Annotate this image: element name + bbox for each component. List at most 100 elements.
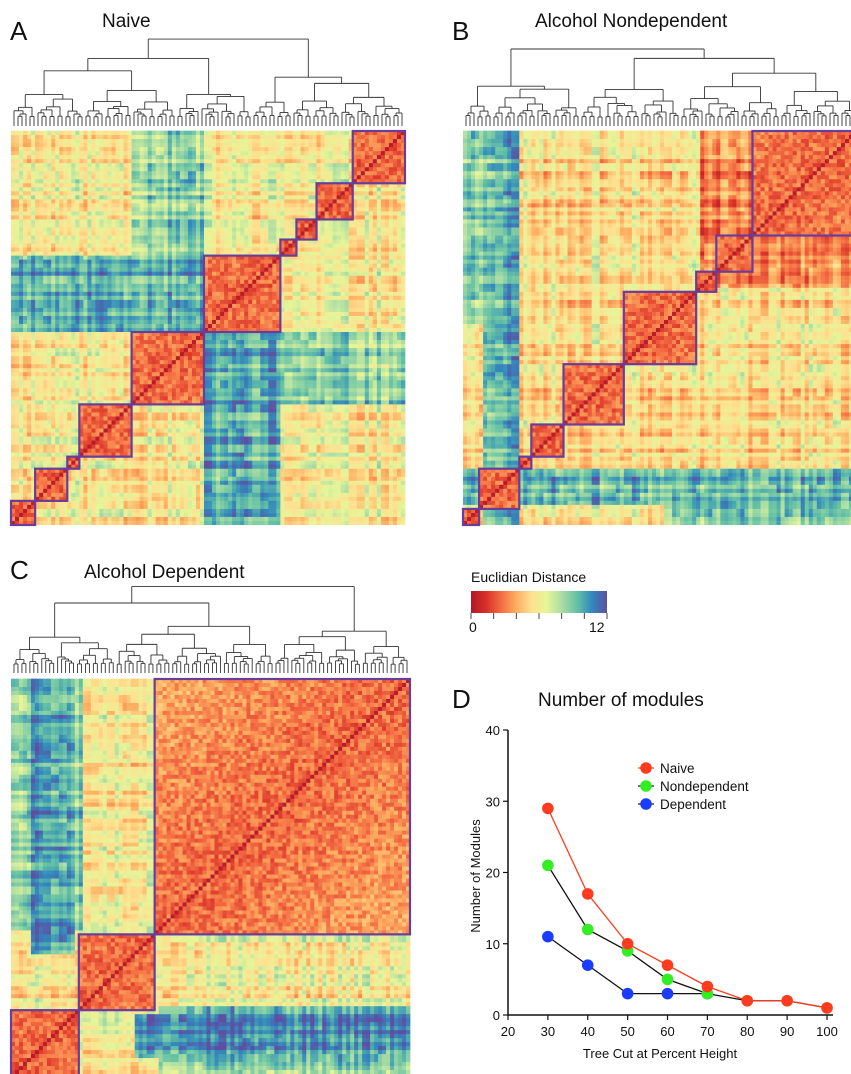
- heatmap-cell: [244, 488, 248, 492]
- heatmap-cell: [47, 484, 51, 488]
- heatmap-cell: [47, 360, 51, 364]
- heatmap-cell: [248, 372, 252, 376]
- heatmap-cell: [276, 480, 280, 484]
- heatmap-cell: [276, 348, 280, 352]
- heatmap-cell: [83, 505, 87, 509]
- heatmap-cell: [224, 460, 228, 464]
- heatmap-cell: [152, 376, 156, 380]
- heatmap-cell: [385, 488, 389, 492]
- heatmap-cell: [47, 460, 51, 464]
- heatmap-cell: [240, 492, 244, 496]
- heatmap-cell: [19, 396, 23, 400]
- heatmap-cell: [333, 364, 337, 368]
- heatmap-cell: [304, 424, 308, 428]
- heatmap-cell: [349, 501, 353, 505]
- heatmap-cell: [252, 488, 256, 492]
- heatmap-cell: [220, 484, 224, 488]
- heatmap-cell: [264, 484, 268, 488]
- heatmap-cell: [192, 456, 196, 460]
- heatmap-cell: [212, 505, 216, 509]
- heatmap-cell: [321, 509, 325, 513]
- heatmap-cell: [397, 428, 401, 432]
- heatmap-cell: [369, 388, 373, 392]
- heatmap-cell: [256, 356, 260, 360]
- heatmap-cell: [148, 480, 152, 484]
- heatmap-cell: [256, 404, 260, 408]
- heatmap-cell: [112, 521, 116, 525]
- heatmap-cell: [208, 388, 212, 392]
- heatmap-cell: [55, 484, 59, 488]
- heatmap-cell: [188, 364, 192, 368]
- heatmap-cell: [172, 464, 176, 468]
- heatmap-cell: [79, 384, 83, 388]
- heatmap-cell: [393, 340, 397, 344]
- heatmap-cell: [373, 384, 377, 388]
- heatmap-cell: [252, 517, 256, 521]
- heatmap-cell: [112, 364, 116, 368]
- heatmap-cell: [385, 380, 389, 384]
- heatmap-cell: [164, 392, 168, 396]
- heatmap-cell: [333, 460, 337, 464]
- heatmap-cell: [156, 344, 160, 348]
- heatmap-cell: [63, 372, 67, 376]
- heatmap-cell: [136, 497, 140, 501]
- heatmap-cell: [337, 380, 341, 384]
- heatmap-cell: [140, 505, 144, 509]
- heatmap-cell: [212, 424, 216, 428]
- heatmap-cell: [43, 396, 47, 400]
- heatmap-cell: [120, 424, 124, 428]
- heatmap-cell: [393, 412, 397, 416]
- heatmap-cell: [397, 380, 401, 384]
- heatmap-cell: [276, 476, 280, 480]
- heatmap-cell: [276, 436, 280, 440]
- heatmap-cell: [329, 456, 333, 460]
- heatmap-cell: [120, 388, 124, 392]
- heatmap-cell: [71, 392, 75, 396]
- heatmap-cell: [208, 436, 212, 440]
- heatmap-cell: [39, 364, 43, 368]
- heatmap-cell: [59, 460, 63, 464]
- heatmap-cell: [79, 332, 83, 336]
- heatmap-cell: [276, 404, 280, 408]
- heatmap-cell: [27, 336, 31, 340]
- heatmap-cell: [397, 452, 401, 456]
- heatmap-cell: [164, 505, 168, 509]
- heatmap-cell: [397, 488, 401, 492]
- heatmap-cell: [140, 456, 144, 460]
- heatmap-cell: [144, 372, 148, 376]
- heatmap-cell: [224, 424, 228, 428]
- heatmap-cell: [276, 368, 280, 372]
- heatmap-cell: [95, 336, 99, 340]
- heatmap-cell: [172, 448, 176, 452]
- heatmap-cell: [264, 472, 268, 476]
- heatmap-cell: [83, 440, 87, 444]
- heatmap-cell: [345, 460, 349, 464]
- heatmap-cell: [357, 364, 361, 368]
- heatmap-cell: [148, 376, 152, 380]
- heatmap-cell: [55, 444, 59, 448]
- heatmap-cell: [256, 408, 260, 412]
- heatmap-cell: [180, 484, 184, 488]
- heatmap-cell: [124, 476, 128, 480]
- heatmap-cell: [232, 505, 236, 509]
- heatmap-cell: [124, 460, 128, 464]
- heatmap-cell: [184, 436, 188, 440]
- heatmap-cell: [313, 356, 317, 360]
- heatmap-cell: [23, 380, 27, 384]
- heatmap-cell: [83, 517, 87, 521]
- heatmap-cell: [341, 420, 345, 424]
- heatmap-cell: [317, 472, 321, 476]
- heatmap-cell: [39, 505, 43, 509]
- heatmap-cell: [349, 388, 353, 392]
- heatmap-cell: [300, 376, 304, 380]
- heatmap-cell: [140, 448, 144, 452]
- heatmap-cell: [156, 501, 160, 505]
- heatmap-cell: [329, 384, 333, 388]
- heatmap-cell: [353, 396, 357, 400]
- heatmap-cell: [164, 509, 168, 513]
- heatmap-cell: [252, 436, 256, 440]
- heatmap-cell: [304, 336, 308, 340]
- heatmap-cell: [389, 480, 393, 484]
- heatmap-cell: [268, 388, 272, 392]
- heatmap-cell: [389, 436, 393, 440]
